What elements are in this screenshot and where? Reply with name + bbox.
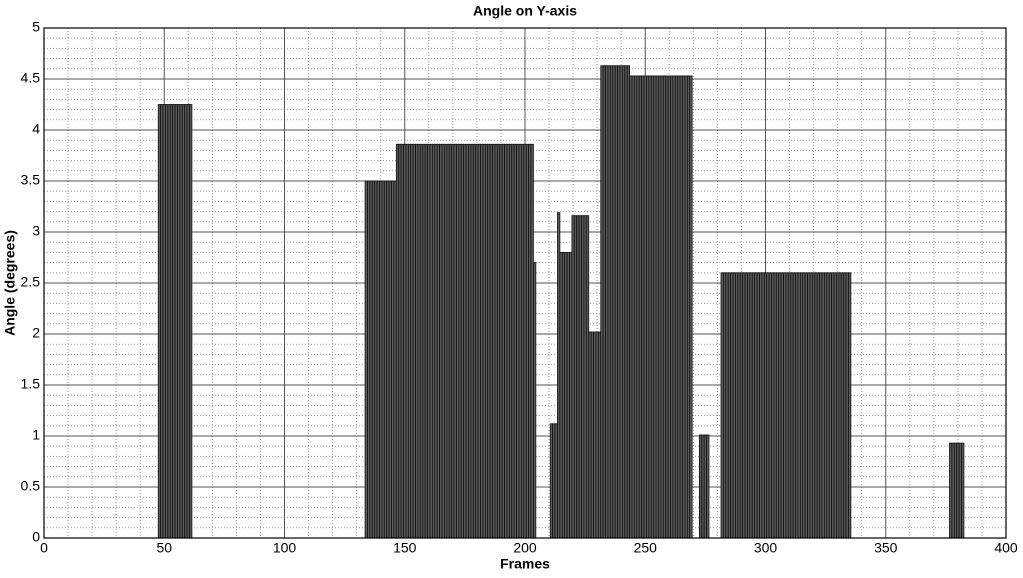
x-tick-label: 150	[393, 540, 417, 556]
bar	[848, 272, 852, 539]
y-tick-label: 4.5	[21, 70, 41, 86]
chart-title: Angle on Y-axis	[473, 3, 577, 19]
y-tick-label: 3	[32, 223, 40, 239]
y-tick-label: 1	[32, 427, 40, 443]
y-tick-label: 0	[32, 529, 40, 545]
y-tick-label: 2.5	[21, 274, 41, 290]
x-tick-label: 250	[634, 540, 658, 556]
y-tick-label: 2	[32, 325, 40, 341]
x-tick-label: 200	[513, 540, 537, 556]
y-tick-label: 5	[32, 19, 40, 35]
x-tick-label: 50	[156, 540, 172, 556]
plot-frame	[43, 27, 1007, 539]
x-tick-label: 400	[994, 540, 1018, 556]
y-tick-label: 4	[32, 121, 40, 137]
y-tick-label: 3.5	[21, 172, 41, 188]
y-axis-label: Angle (degrees)	[2, 230, 18, 336]
bar	[189, 104, 193, 539]
x-tick-label: 350	[874, 540, 898, 556]
bar	[689, 75, 693, 539]
x-tick-label: 300	[754, 540, 778, 556]
bar	[706, 434, 710, 539]
x-tick-label: 100	[273, 540, 297, 556]
bar	[533, 262, 537, 539]
y-tick-label: 1.5	[21, 376, 41, 392]
bar	[961, 442, 965, 539]
x-tick-label: 0	[40, 540, 48, 556]
y-tick-label: 0.5	[21, 478, 41, 494]
x-axis-label: Frames	[500, 556, 550, 572]
